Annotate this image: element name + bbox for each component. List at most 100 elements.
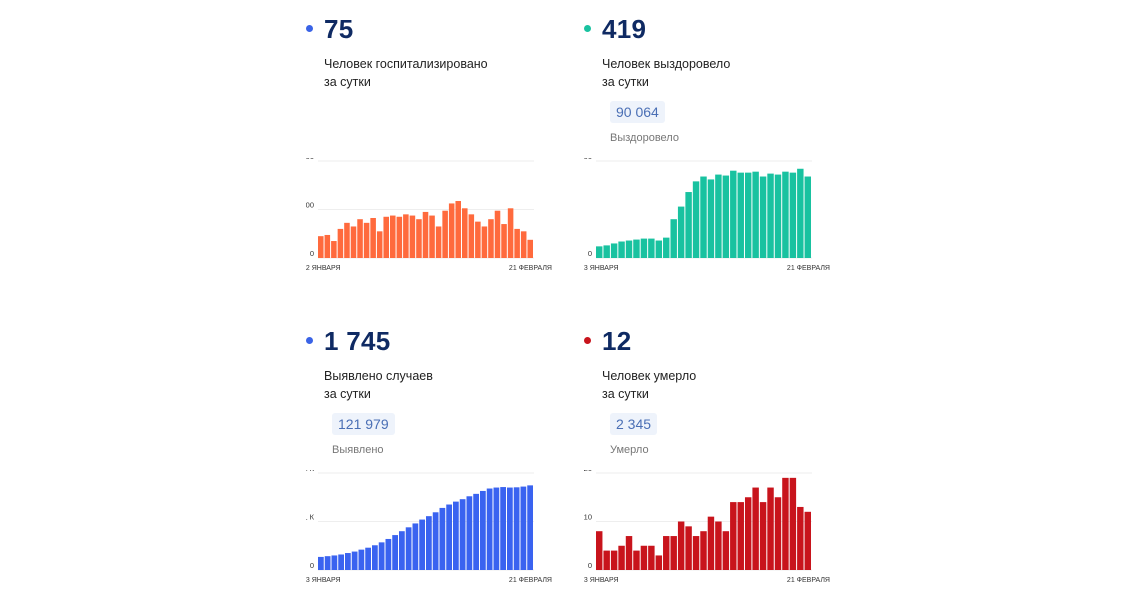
bar[interactable]	[337, 228, 344, 258]
bar[interactable]	[603, 245, 610, 258]
bar[interactable]	[752, 487, 759, 570]
bar[interactable]	[493, 487, 500, 570]
bar[interactable]	[655, 555, 663, 570]
bar[interactable]	[501, 224, 507, 258]
bar[interactable]	[390, 215, 396, 258]
bar[interactable]	[432, 512, 439, 570]
bar[interactable]	[804, 176, 811, 258]
bar[interactable]	[648, 545, 655, 570]
bar[interactable]	[324, 556, 331, 570]
bar[interactable]	[797, 506, 804, 570]
bar[interactable]	[473, 493, 479, 570]
bar[interactable]	[610, 550, 618, 570]
bar[interactable]	[737, 172, 744, 258]
bar[interactable]	[338, 554, 344, 570]
bar[interactable]	[455, 201, 461, 258]
bar[interactable]	[707, 516, 715, 570]
bar[interactable]	[350, 226, 357, 258]
bar[interactable]	[730, 502, 737, 570]
bar[interactable]	[700, 176, 707, 258]
bar[interactable]	[435, 226, 442, 258]
bar[interactable]	[737, 502, 744, 570]
bar[interactable]	[744, 497, 752, 570]
bar[interactable]	[767, 173, 774, 258]
bar[interactable]	[744, 172, 752, 258]
bar[interactable]	[405, 527, 412, 570]
bar[interactable]	[403, 214, 409, 258]
bar[interactable]	[670, 219, 677, 258]
bar[interactable]	[596, 246, 603, 258]
bar[interactable]	[774, 174, 782, 258]
bar[interactable]	[655, 240, 663, 258]
bar[interactable]	[633, 239, 640, 258]
bar[interactable]	[625, 536, 633, 570]
bar[interactable]	[351, 551, 358, 570]
bar[interactable]	[358, 549, 365, 570]
bar[interactable]	[448, 203, 455, 258]
bar[interactable]	[520, 486, 527, 570]
bar[interactable]	[804, 511, 811, 570]
bar[interactable]	[797, 168, 804, 258]
bar[interactable]	[759, 502, 767, 570]
bar[interactable]	[357, 219, 363, 258]
bar[interactable]	[648, 238, 655, 258]
bar[interactable]	[640, 238, 648, 258]
bar[interactable]	[520, 231, 527, 259]
bar[interactable]	[514, 228, 520, 258]
bar[interactable]	[767, 487, 774, 570]
bar[interactable]	[372, 545, 378, 570]
bar[interactable]	[715, 174, 722, 258]
bar[interactable]	[419, 519, 425, 570]
bar[interactable]	[365, 547, 371, 570]
bar[interactable]	[527, 239, 533, 258]
bar[interactable]	[378, 542, 385, 570]
bar[interactable]	[318, 236, 324, 258]
bar[interactable]	[610, 243, 618, 258]
bar[interactable]	[670, 536, 677, 570]
bar[interactable]	[759, 176, 767, 258]
bar[interactable]	[596, 531, 603, 570]
bar[interactable]	[422, 211, 429, 258]
bar[interactable]	[625, 240, 633, 258]
bar[interactable]	[392, 535, 398, 570]
bar[interactable]	[782, 171, 789, 258]
bar[interactable]	[789, 172, 797, 258]
bar[interactable]	[527, 485, 533, 570]
bar[interactable]	[692, 181, 700, 258]
bar[interactable]	[618, 241, 625, 258]
bar[interactable]	[618, 545, 625, 570]
bar[interactable]	[507, 487, 513, 570]
bar[interactable]	[752, 171, 759, 258]
bar[interactable]	[318, 556, 324, 571]
bar[interactable]	[700, 531, 707, 570]
bar[interactable]	[442, 210, 448, 258]
bar[interactable]	[453, 501, 459, 570]
bar[interactable]	[507, 208, 514, 258]
bar[interactable]	[416, 219, 422, 258]
bar[interactable]	[494, 210, 501, 258]
bar[interactable]	[324, 234, 331, 258]
bar[interactable]	[412, 523, 419, 570]
bar[interactable]	[722, 175, 730, 258]
bar[interactable]	[677, 206, 685, 258]
bar[interactable]	[363, 222, 370, 258]
bar[interactable]	[782, 477, 789, 570]
bar[interactable]	[344, 222, 350, 258]
bar[interactable]	[513, 487, 520, 570]
bar[interactable]	[376, 231, 383, 259]
bar[interactable]	[462, 208, 468, 258]
bar[interactable]	[692, 536, 700, 570]
bar[interactable]	[446, 504, 452, 570]
bar[interactable]	[500, 487, 506, 570]
bar[interactable]	[331, 555, 338, 570]
bar[interactable]	[685, 526, 692, 570]
bar[interactable]	[396, 216, 403, 258]
bar[interactable]	[439, 507, 446, 570]
bar[interactable]	[481, 226, 488, 258]
bar[interactable]	[677, 521, 685, 571]
bar[interactable]	[345, 553, 351, 570]
bar[interactable]	[663, 536, 670, 570]
bar[interactable]	[468, 214, 475, 258]
bar[interactable]	[429, 215, 435, 258]
bar[interactable]	[475, 221, 481, 259]
